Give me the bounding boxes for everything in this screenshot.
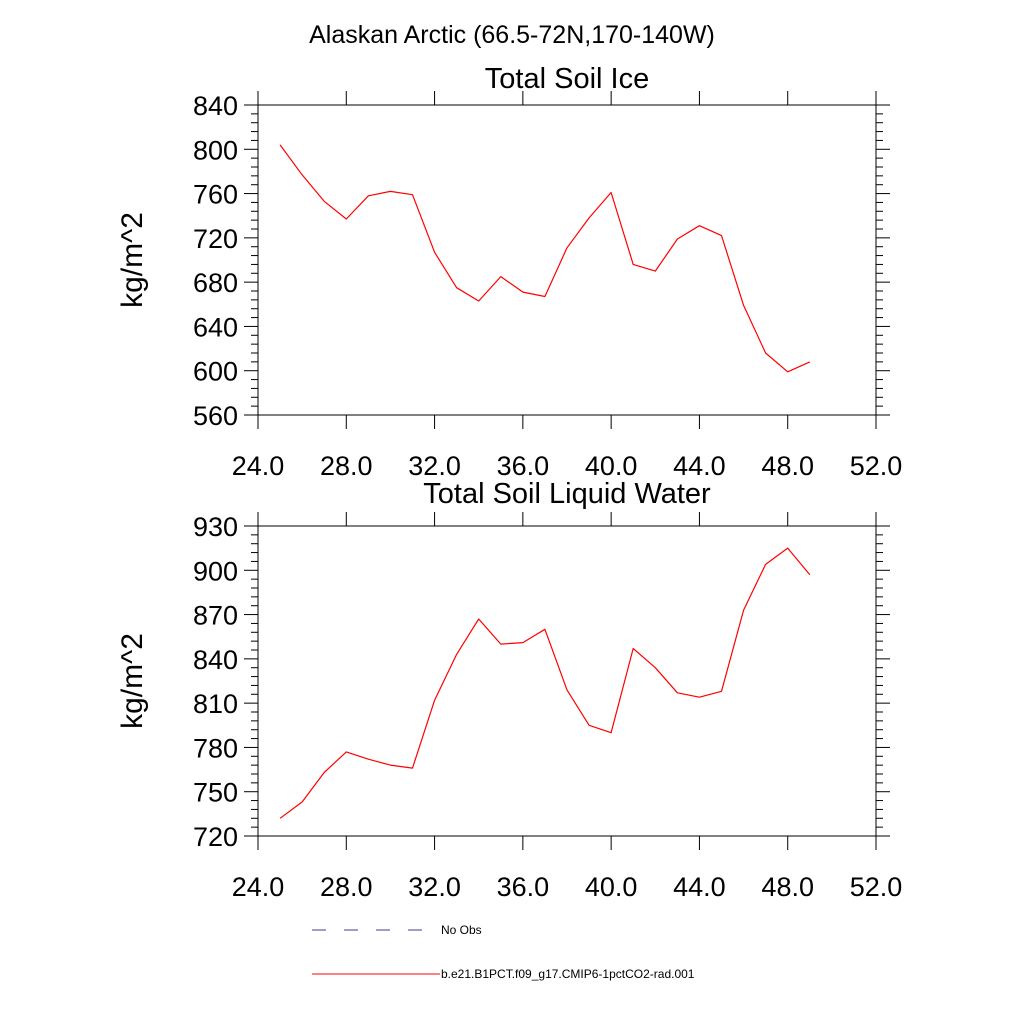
y-tick-label: 760	[193, 180, 238, 210]
y-tick-label: 780	[193, 733, 238, 763]
panel-total-soil-ice: Total Soil Ice kg/m^2 24.0 28.0 32.0 36.0 40.0…	[116, 63, 902, 481]
y-tick-label: 720	[193, 224, 238, 254]
y-tick-label: 560	[193, 401, 238, 431]
y-tick-label: 840	[193, 645, 238, 675]
y-tick-label: 640	[193, 312, 238, 342]
x-tick-label: 44.0	[673, 451, 726, 481]
x-tick-label: 48.0	[761, 451, 814, 481]
x-tick-label: 40.0	[585, 451, 638, 481]
y-tick-label: 680	[193, 268, 238, 298]
panel-title: Total Soil Liquid Water	[423, 478, 711, 510]
figure-suptitle: Alaskan Arctic (66.5-72N,170-140W)	[309, 21, 715, 49]
legend: No Obs b.e21.B1PCT.f09_g17.CMIP6-1pctCO2…	[312, 923, 695, 981]
x-tick-label: 52.0	[850, 872, 903, 902]
series-line	[279, 547, 811, 819]
x-tick-label: 28.0	[320, 872, 373, 902]
x-tick-label: 32.0	[408, 872, 461, 902]
x-tick-label: 48.0	[761, 872, 814, 902]
x-tick-label: 28.0	[320, 451, 373, 481]
legend-label-no-obs: No Obs	[441, 923, 482, 937]
x-tick-label: 44.0	[673, 872, 726, 902]
y-tick-label: 870	[193, 601, 238, 631]
y-tick-label: 600	[193, 357, 238, 387]
legend-label-model: b.e21.B1PCT.f09_g17.CMIP6-1pctCO2-rad.00…	[441, 967, 695, 981]
y-tick-label: 930	[193, 512, 238, 542]
y-axis-label: kg/m^2	[116, 633, 149, 729]
x-tick-label: 36.0	[497, 451, 550, 481]
y-tick-label: 810	[193, 689, 238, 719]
x-tick-label: 32.0	[408, 451, 461, 481]
y-tick-label: 720	[193, 822, 238, 852]
y-axis-label: kg/m^2	[116, 212, 149, 308]
panel-title: Total Soil Ice	[485, 63, 649, 95]
plot-frame	[257, 104, 877, 416]
panel-total-soil-liquid-water: Total Soil Liquid Water kg/m^2 24.0 28.0 32.…	[116, 478, 902, 902]
x-tick-label: 36.0	[497, 872, 550, 902]
x-tick-label: 24.0	[232, 872, 285, 902]
x-tick-label: 52.0	[850, 451, 903, 481]
x-tick-label: 40.0	[585, 872, 638, 902]
plot-frame	[257, 525, 877, 837]
y-tick-label: 800	[193, 135, 238, 165]
y-tick-label: 750	[193, 778, 238, 808]
y-tick-label: 900	[193, 556, 238, 586]
series-line	[279, 144, 811, 373]
y-tick-label: 840	[193, 91, 238, 121]
x-tick-label: 24.0	[232, 451, 285, 481]
